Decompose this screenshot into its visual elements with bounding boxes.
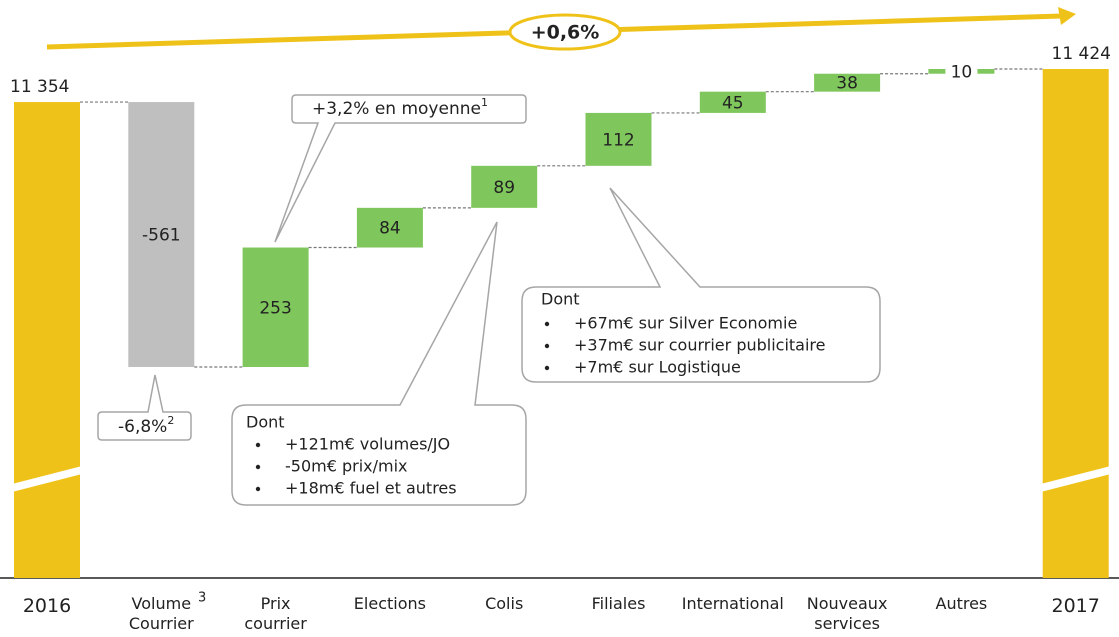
detail-line: +67m€ sur Silver Economie [574, 314, 797, 333]
x-tick-label-box: Elections [333, 594, 447, 614]
detail-line: +37m€ sur courrier publicitaire [574, 336, 826, 355]
x-tick-label: Nouveaux services [806, 594, 888, 633]
price-callout [274, 94, 527, 243]
x-tick-label: Prix courrier [244, 594, 307, 633]
x-tick-label: Filiales [591, 594, 646, 613]
x-tick-label-box: International [676, 594, 790, 614]
bullet [544, 321, 550, 327]
x-tick-label: International [681, 594, 784, 613]
value-label: -561 [142, 226, 181, 246]
bar [356, 207, 423, 248]
bar [585, 112, 652, 166]
bar [1042, 69, 1109, 578]
x-tick-label: 2017 [1051, 595, 1100, 617]
growth-label: +0,6% [531, 22, 600, 44]
x-tick-label: Volume Courrier [128, 594, 194, 633]
bullet [255, 442, 261, 448]
filiales-detail-title: Dont [541, 290, 580, 309]
bar [14, 102, 80, 578]
colis-callout [231, 221, 527, 506]
x-tick-label-box: Nouveaux services [790, 594, 904, 634]
price-note: +3,2% en moyenne1 [312, 96, 488, 119]
x-tick-label: Autres [935, 594, 988, 613]
axis-break [1040, 466, 1111, 492]
bullet [255, 486, 261, 492]
value-label: 112 [602, 130, 634, 150]
value-label: 38 [836, 74, 858, 94]
value-label: 45 [722, 93, 744, 113]
bar [471, 165, 538, 208]
volume-footnote: 3 [198, 591, 206, 606]
volume-note-sup: 2 [167, 414, 174, 427]
value-label: 10 [951, 62, 973, 82]
bullet [544, 343, 550, 349]
bar [128, 102, 195, 367]
value-label: 11 354 [10, 77, 69, 97]
price-note-sup: 1 [481, 96, 488, 109]
volume-note-text: -6,8% [118, 417, 167, 437]
detail-line: +7m€ sur Logistique [574, 358, 741, 377]
x-tick-label-box: Volume Courrier [104, 594, 218, 634]
bullet [255, 464, 261, 470]
bullet [544, 365, 550, 371]
x-tick-label-box: 2016 [0, 596, 104, 616]
x-tick-label: Elections [353, 594, 426, 613]
bar [699, 91, 766, 113]
x-tick-label-box: Filiales [562, 594, 676, 614]
volume-callout [97, 374, 192, 441]
x-tick-label-box: Autres [904, 594, 1018, 614]
detail-line: +121m€ volumes/JO [285, 435, 450, 454]
x-tick-label-box: Prix courrier [219, 594, 333, 634]
x-tick-label-box: Colis [447, 594, 561, 614]
trend-arrowhead [1058, 7, 1076, 25]
price-note-text: +3,2% en moyenne [312, 99, 481, 119]
axis-break [12, 466, 82, 492]
bar [242, 247, 309, 367]
x-tick-label: Colis [485, 594, 524, 613]
value-label: 253 [259, 298, 291, 318]
colis-detail-title: Dont [246, 413, 285, 432]
x-tick-label: 2016 [22, 595, 72, 617]
volume-note: -6,8%2 [118, 414, 174, 437]
bar [814, 73, 881, 92]
value-label: 84 [379, 219, 401, 239]
value-label: 89 [493, 178, 515, 198]
growth-badge [508, 13, 622, 51]
value-label-bg [945, 62, 978, 81]
detail-line: -50m€ prix/mix [285, 457, 408, 476]
x-tick-label-box: 2017 [1019, 596, 1119, 616]
value-label: 11 424 [1052, 44, 1111, 64]
filiales-callout [521, 187, 881, 383]
detail-line: +18m€ fuel et autres [285, 479, 457, 498]
